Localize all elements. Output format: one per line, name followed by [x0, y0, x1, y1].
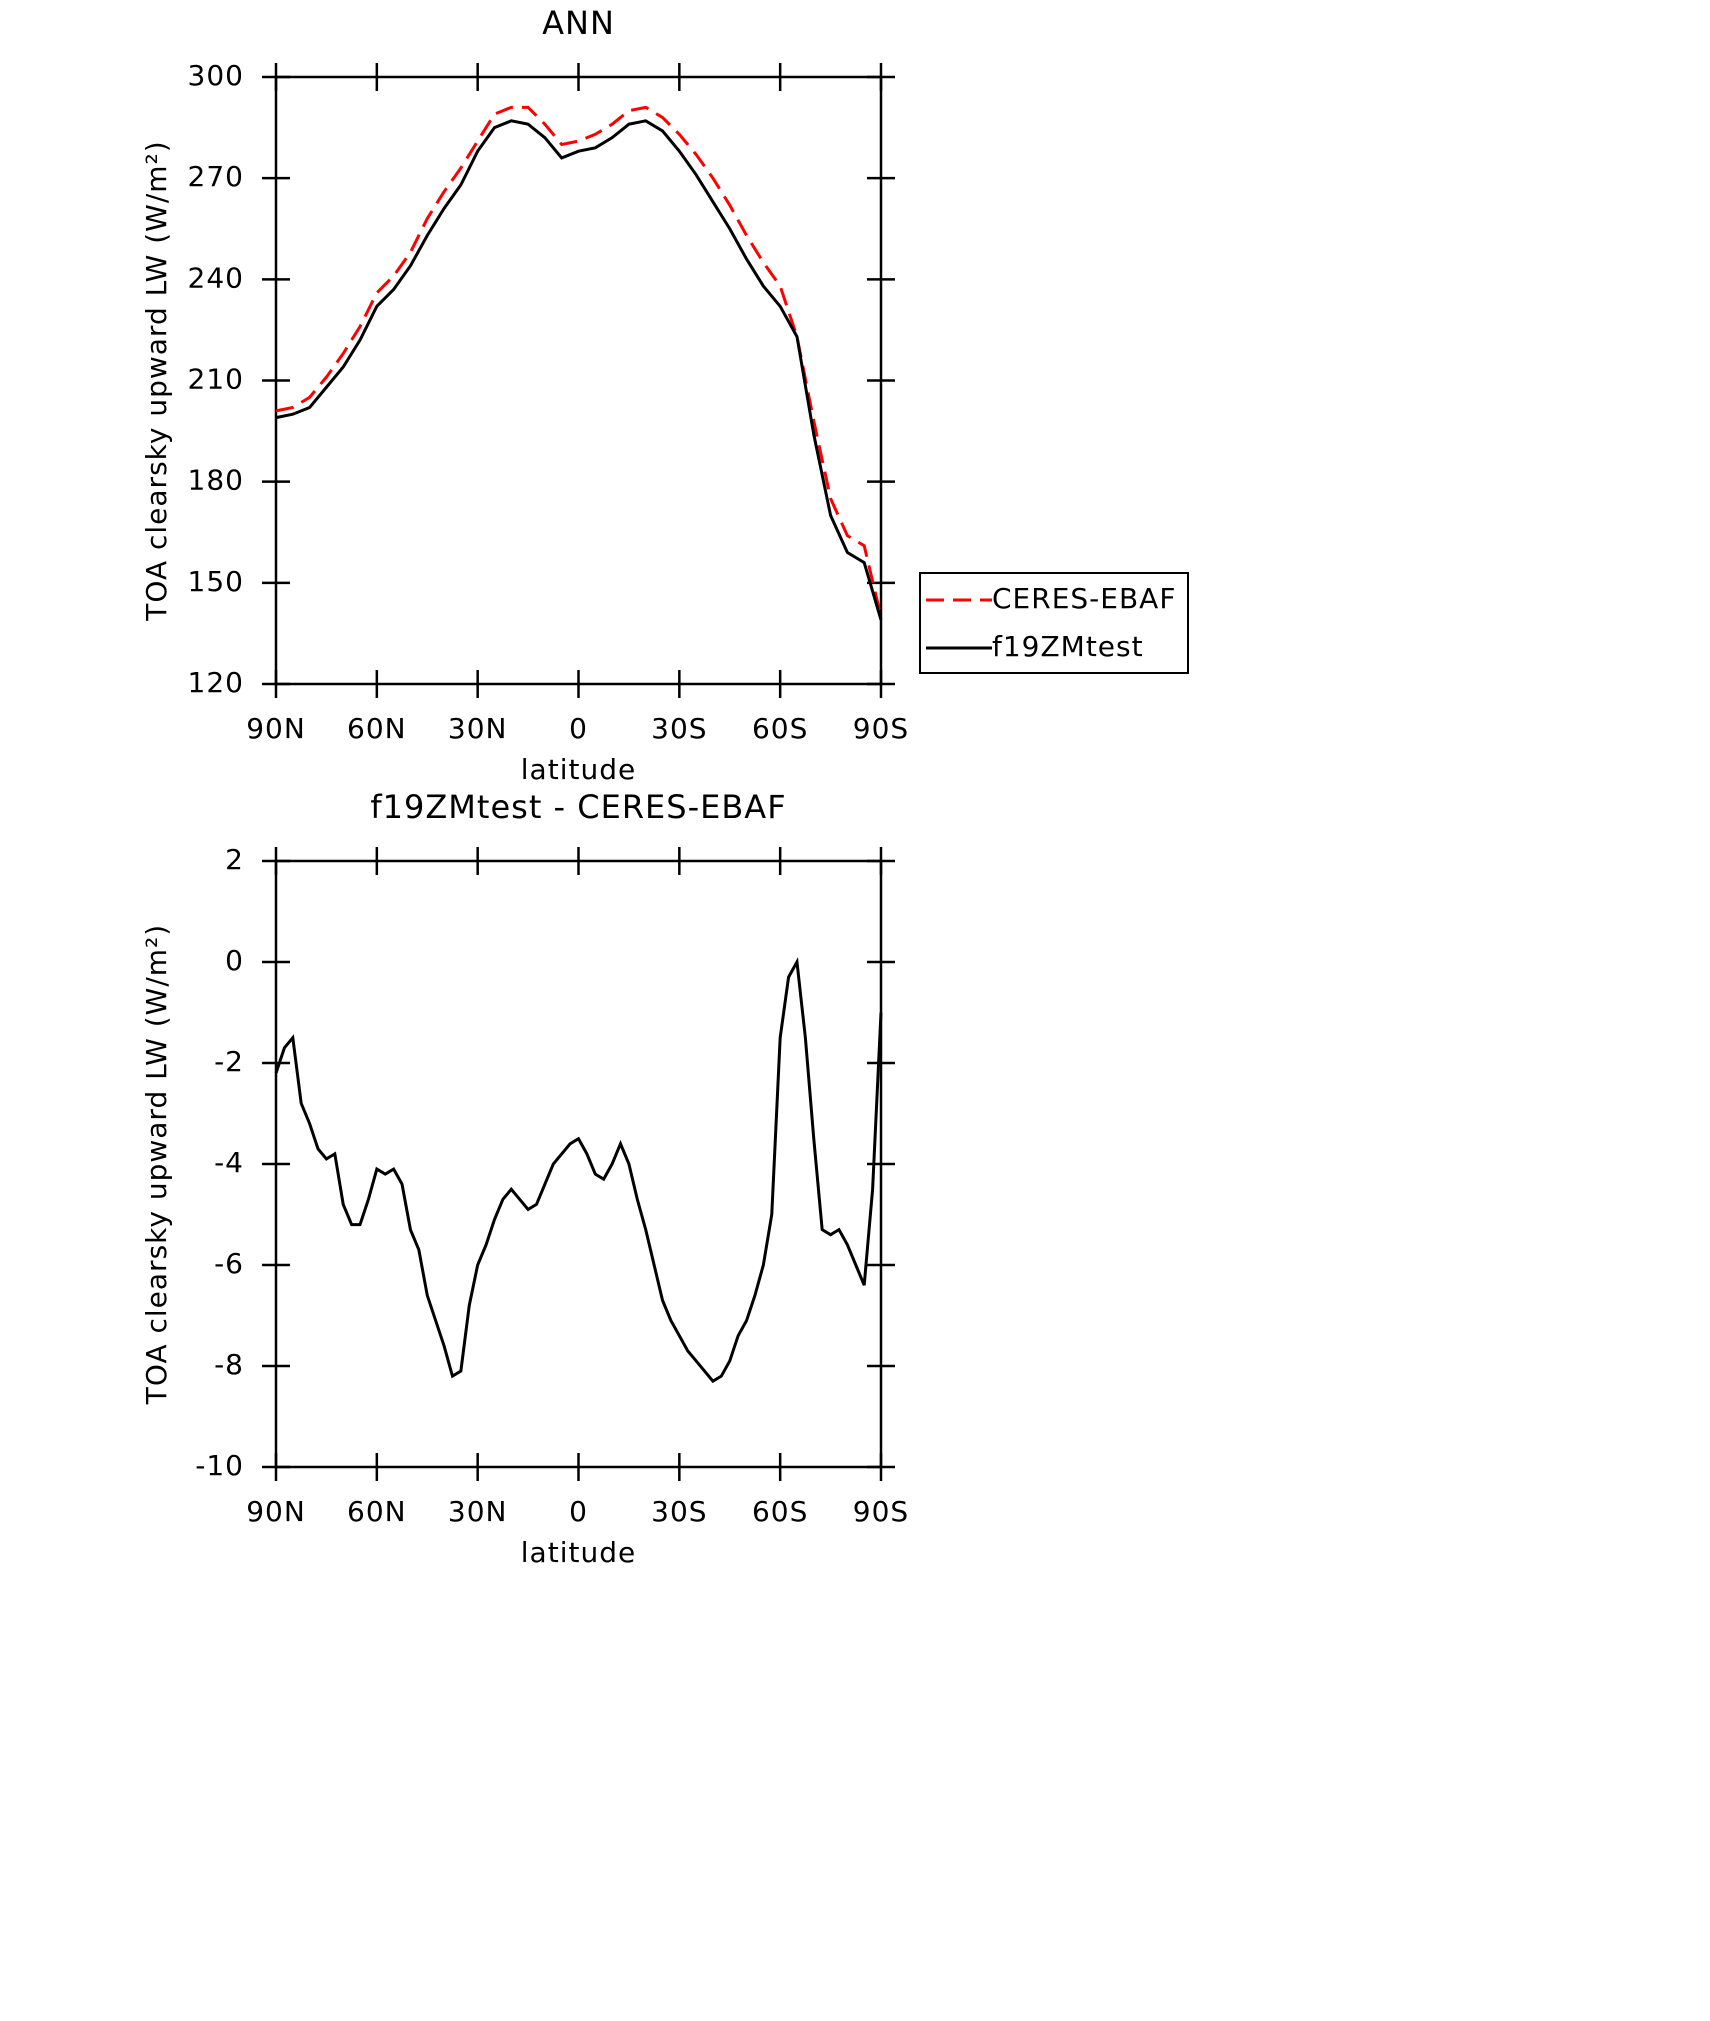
x-tick-label: 30N — [448, 1495, 508, 1528]
y-tick-label: 0 — [225, 944, 244, 977]
y-tick-label: 210 — [188, 363, 244, 396]
x-tick-label: 0 — [569, 1495, 588, 1528]
legend-label: CERES-EBAF — [992, 582, 1176, 615]
y-tick-label: 270 — [188, 160, 244, 193]
y-tick-label: 300 — [188, 59, 244, 92]
plot-frame — [274, 859, 883, 1469]
chart-title: f19ZMtest - CERES-EBAF — [370, 788, 786, 826]
y-axis-label: TOA clearsky upward LW (W/m²) — [140, 924, 173, 1405]
chart-title: ANN — [542, 4, 615, 42]
line-series — [275, 119, 883, 621]
x-tick-label: 90S — [853, 1495, 909, 1528]
legend-label: f19ZMtest — [992, 630, 1144, 663]
x-tick-label: 60N — [347, 712, 407, 745]
y-tick-label: -10 — [195, 1449, 244, 1482]
x-tick-label: 60N — [347, 1495, 407, 1528]
legend-box — [919, 572, 1189, 674]
x-tick-label: 90N — [246, 712, 306, 745]
x-tick-label: 30S — [651, 1495, 707, 1528]
y-tick-label: -2 — [214, 1045, 244, 1078]
y-tick-label: 240 — [188, 261, 244, 294]
y-tick-label: 120 — [188, 666, 244, 699]
line-series — [275, 105, 883, 617]
x-tick-label: 90N — [246, 1495, 306, 1528]
x-tick-label: 90S — [853, 712, 909, 745]
y-tick-label: 180 — [188, 464, 244, 497]
x-axis-label: latitude — [521, 753, 636, 786]
y-axis-label: TOA clearsky upward LW (W/m²) — [140, 140, 173, 621]
x-axis-label: latitude — [521, 1536, 636, 1569]
x-tick-label: 30N — [448, 712, 508, 745]
y-tick-label: -8 — [214, 1348, 244, 1381]
plot-frame — [274, 75, 883, 686]
x-tick-label: 60S — [752, 712, 808, 745]
line-series — [274, 957, 883, 1384]
y-tick-label: -4 — [214, 1146, 244, 1179]
y-tick-label: -6 — [214, 1247, 244, 1280]
x-tick-label: 0 — [569, 712, 588, 745]
x-tick-label: 60S — [752, 1495, 808, 1528]
y-tick-label: 150 — [188, 565, 244, 598]
y-tick-label: 2 — [225, 843, 244, 876]
x-tick-label: 30S — [651, 712, 707, 745]
